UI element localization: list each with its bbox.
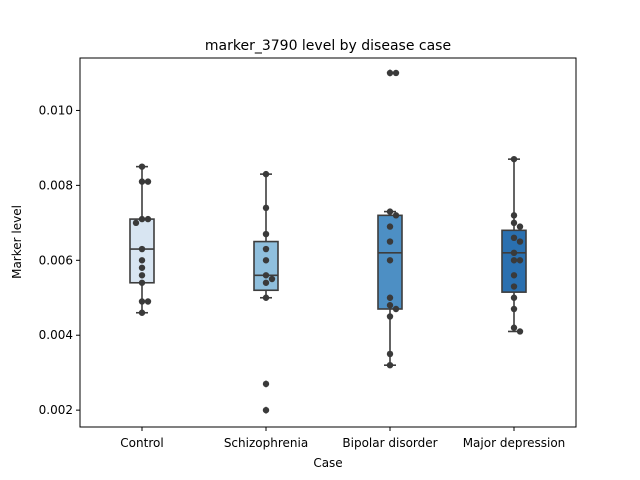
data-point bbox=[262, 257, 270, 264]
data-point bbox=[392, 212, 400, 219]
y-tick-label: 0.004 bbox=[39, 328, 73, 342]
x-tick-label: Control bbox=[120, 436, 163, 450]
data-point bbox=[138, 245, 146, 253]
data-point bbox=[132, 219, 140, 227]
data-point bbox=[138, 272, 146, 279]
data-point bbox=[392, 305, 400, 313]
data-point bbox=[510, 234, 518, 242]
data-point bbox=[510, 155, 518, 163]
data-point bbox=[392, 69, 400, 77]
data-point bbox=[262, 279, 270, 286]
data-point bbox=[516, 328, 524, 335]
data-point bbox=[138, 163, 146, 170]
data-point bbox=[144, 215, 152, 223]
data-point bbox=[144, 298, 152, 305]
data-point bbox=[262, 294, 270, 301]
data-point bbox=[138, 309, 146, 316]
data-point bbox=[262, 245, 270, 253]
data-point bbox=[268, 275, 276, 283]
data-point bbox=[386, 223, 394, 230]
data-point bbox=[386, 350, 394, 358]
data-point bbox=[386, 294, 394, 301]
y-tick-label: 0.006 bbox=[39, 253, 73, 267]
data-point bbox=[138, 279, 146, 286]
x-axis-label: Case bbox=[313, 456, 342, 470]
data-point bbox=[262, 230, 270, 238]
y-tick-label: 0.010 bbox=[39, 103, 73, 117]
data-point bbox=[510, 294, 518, 301]
data-point bbox=[386, 208, 394, 215]
data-point bbox=[262, 380, 270, 388]
data-point bbox=[510, 219, 518, 227]
data-point bbox=[386, 361, 394, 369]
data-point bbox=[386, 302, 394, 309]
data-point bbox=[510, 272, 518, 279]
data-point bbox=[386, 257, 394, 264]
axes-frame bbox=[79, 57, 577, 428]
data-point bbox=[144, 178, 152, 185]
data-point bbox=[516, 223, 524, 230]
data-point bbox=[510, 249, 518, 257]
data-point bbox=[510, 305, 518, 313]
data-point bbox=[138, 257, 146, 264]
data-point bbox=[516, 238, 524, 245]
data-point bbox=[262, 272, 270, 279]
data-point bbox=[138, 264, 146, 271]
data-point bbox=[516, 257, 524, 264]
data-point bbox=[138, 178, 146, 185]
data-point bbox=[386, 313, 394, 320]
plot-area: 0.002 0.004 0.006 0.008 0.010 Control Schizoph… bbox=[39, 69, 566, 450]
x-tick-label: Schizophrenia bbox=[224, 436, 308, 450]
data-point bbox=[510, 283, 518, 290]
data-point bbox=[138, 298, 146, 305]
data-point bbox=[510, 324, 518, 331]
x-tick-label: Major depression bbox=[463, 436, 566, 450]
data-point bbox=[262, 406, 270, 414]
data-point bbox=[386, 69, 394, 77]
y-tick-label: 0.002 bbox=[39, 403, 73, 417]
y-axis-label: Marker level bbox=[10, 205, 24, 279]
chart-title: marker_3790 level by disease case bbox=[205, 38, 451, 54]
y-tick-label: 0.008 bbox=[39, 178, 73, 192]
x-tick-label: Bipolar disorder bbox=[342, 436, 437, 450]
data-point bbox=[262, 204, 270, 212]
data-point bbox=[510, 212, 518, 219]
data-point bbox=[262, 170, 270, 178]
data-point bbox=[386, 238, 394, 245]
data-point bbox=[510, 257, 518, 264]
data-point bbox=[138, 215, 146, 223]
